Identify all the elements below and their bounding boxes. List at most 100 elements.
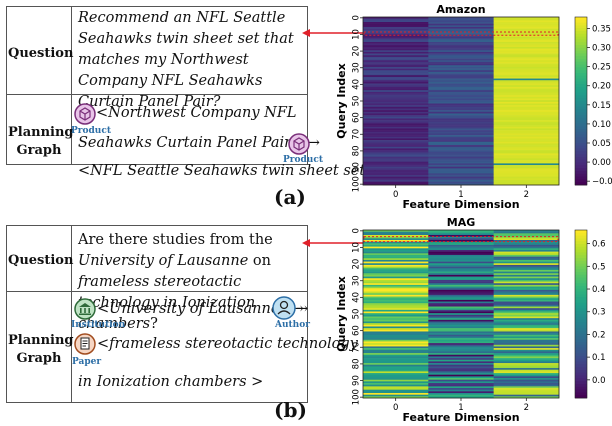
colorbar-tick-label: 0.10 <box>592 120 611 130</box>
heatmap-cell <box>493 108 560 111</box>
heatmap-cell <box>363 138 429 141</box>
heatmap-cell <box>493 121 560 124</box>
heatmap-cell <box>493 324 560 327</box>
heatmap-cell <box>363 266 429 269</box>
heatmap-cell <box>428 343 494 346</box>
heatmap-cell <box>493 271 560 274</box>
heatmap-cell <box>428 323 494 326</box>
heatmap-cell <box>493 359 560 362</box>
heatmap-cell <box>493 156 560 159</box>
heatmap-cell <box>428 279 494 282</box>
heatmap-cell <box>363 40 429 43</box>
colorbar-segment <box>575 115 587 119</box>
colorbar-segment <box>575 106 587 110</box>
heatmap-cell <box>493 364 560 367</box>
heatmap-cell <box>493 361 560 364</box>
heatmap-cell <box>428 88 494 91</box>
y-tick-label: 50 <box>352 96 362 107</box>
colorbar-segment <box>575 395 587 399</box>
y-tick-label: 30 <box>352 62 362 73</box>
heatmap-cell <box>428 338 494 341</box>
heatmap-cell <box>428 46 494 49</box>
heatmap-cell <box>363 343 429 346</box>
heatmap-cell <box>428 80 494 83</box>
colorbar-tick-label: 0.3 <box>592 308 606 318</box>
colorbar-segment <box>575 36 587 40</box>
y-tick-label: 10 <box>352 242 362 253</box>
heatmap-cell <box>493 148 560 151</box>
heatmap-cell <box>428 155 494 158</box>
heatmap-cell <box>428 35 494 38</box>
heatmap-cell <box>493 181 560 184</box>
heatmap-cell <box>363 384 429 387</box>
heatmap-cell <box>428 133 494 136</box>
heatmap-cell <box>493 334 560 337</box>
heatmap-cell <box>363 259 429 262</box>
heatmap-cell <box>363 50 429 53</box>
heatmap-cell <box>493 140 560 143</box>
heatmap-cell <box>493 239 560 242</box>
heatmap-cell <box>493 256 560 259</box>
y-axis-label: Query Index <box>335 63 348 138</box>
heatmap-cell <box>363 125 429 128</box>
heatmap-cell <box>493 66 560 69</box>
heatmap-cell <box>493 183 560 186</box>
heatmap-cell <box>493 356 560 359</box>
heatmap-cell <box>428 108 494 111</box>
heatmap-cell <box>493 128 560 131</box>
heatmap-cell <box>493 284 560 287</box>
heatmap-cell <box>428 20 494 23</box>
author-icon <box>272 296 296 324</box>
plan-line-a2: Seahawks Curtain Panel Pair> → <box>78 135 320 151</box>
highlight-box <box>363 31 559 36</box>
heatmap-cell <box>363 263 429 266</box>
colorbar-segment <box>575 235 587 239</box>
colorbar-segment <box>575 238 587 242</box>
heatmap-cell <box>428 45 494 48</box>
x-tick-label: 1 <box>458 403 463 413</box>
heatmap-cell <box>493 366 560 369</box>
heatmap-cell <box>363 246 429 249</box>
question-text-a: Recommend an NFL Seattle Seahawks twin s… <box>78 8 302 113</box>
heatmap-cell <box>428 311 494 314</box>
colorbar-segment <box>575 311 587 315</box>
arrow-a <box>302 29 368 37</box>
highlight-box <box>363 236 559 243</box>
heatmap-cell <box>428 85 494 88</box>
heatmap-cell <box>428 298 494 301</box>
heatmap-cell <box>493 249 560 252</box>
colorbar-tick-label: 0.30 <box>592 44 611 54</box>
heatmap-cell <box>428 273 494 276</box>
heatmap-cell <box>363 171 429 174</box>
heatmap-cell <box>493 236 560 239</box>
y-tick-label: 70 <box>352 129 362 140</box>
paper-tag: Paper <box>72 357 102 367</box>
heatmap-cell <box>428 51 494 54</box>
heatmap-cell <box>363 243 429 246</box>
heatmap-cell <box>493 31 560 34</box>
heatmap-cell <box>428 349 494 352</box>
colorbar-tick-label: 0.15 <box>592 101 611 111</box>
heatmap-cell <box>363 26 429 29</box>
heatmap-cell <box>493 40 560 43</box>
heatmap-cell <box>493 171 560 174</box>
heatmap-cell <box>363 173 429 176</box>
heatmap-cell <box>428 391 494 394</box>
heatmap-cell <box>363 65 429 68</box>
heatmap-cell <box>428 374 494 377</box>
heatmap-cell <box>363 123 429 126</box>
heatmap-cell <box>493 323 560 326</box>
heatmap-cell <box>363 331 429 334</box>
heatmap-cell <box>363 17 429 19</box>
colorbar-segment <box>575 364 587 368</box>
heatmap-cell <box>493 358 560 361</box>
heatmap-cell <box>363 316 429 319</box>
planning-label-b: Planning Graph <box>8 333 74 366</box>
y-tick-label: 40 <box>352 292 362 303</box>
colorbar-segment <box>575 137 587 141</box>
colorbar-segment <box>575 356 587 360</box>
heatmap-cell <box>493 70 560 73</box>
heatmap-cell <box>363 178 429 181</box>
heatmap-cell <box>363 136 429 139</box>
heatmap-cell <box>428 160 494 163</box>
